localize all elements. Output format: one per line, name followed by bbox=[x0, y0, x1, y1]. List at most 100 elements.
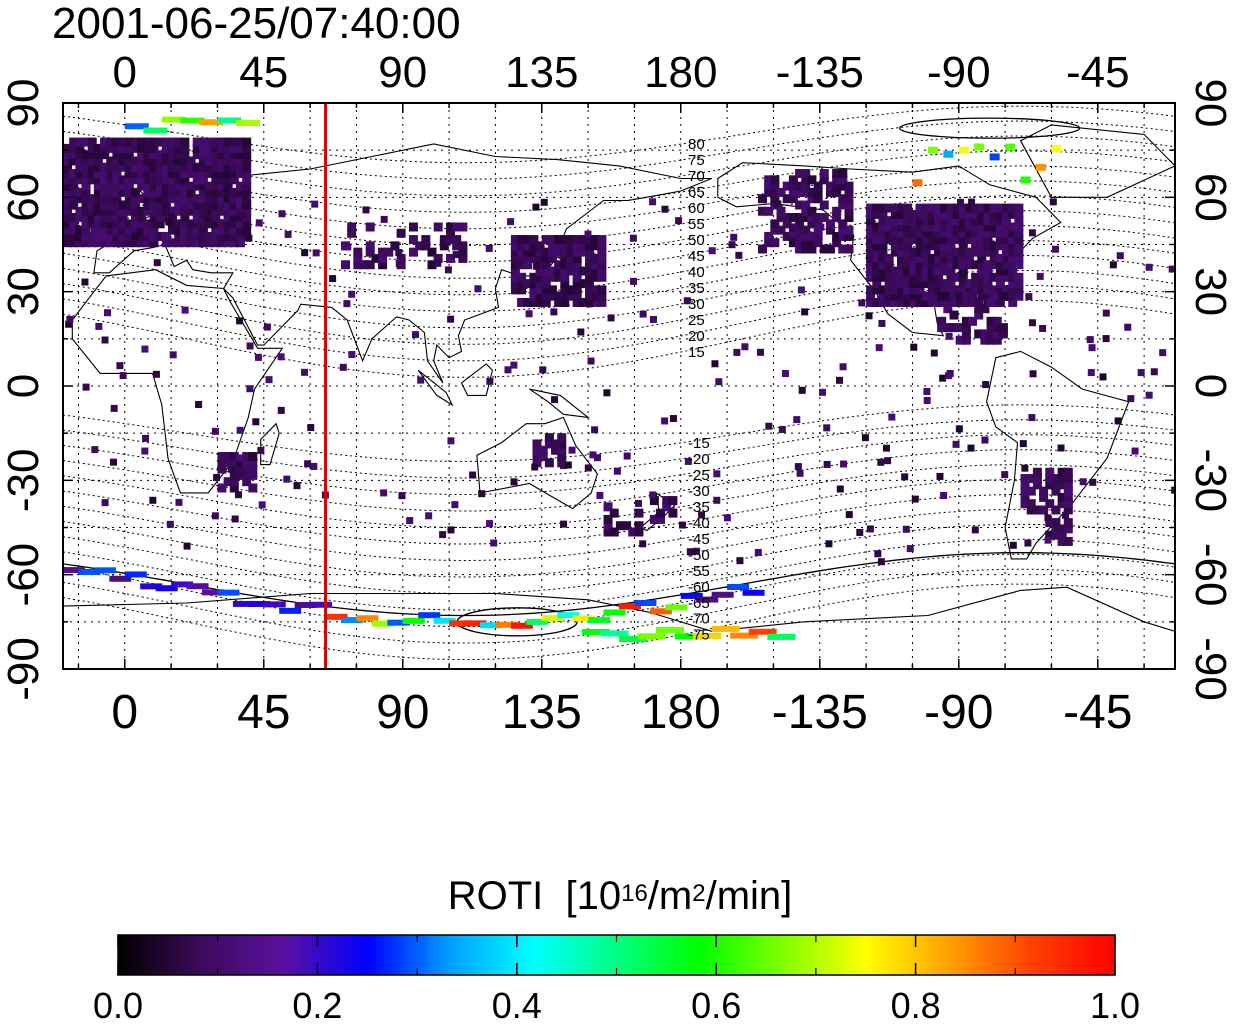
roti-cell bbox=[897, 209, 906, 219]
roti-cell bbox=[971, 209, 981, 219]
roti-cell bbox=[161, 162, 171, 172]
roti-cell bbox=[797, 286, 805, 294]
roti-cell bbox=[813, 181, 823, 191]
roti-cell bbox=[229, 156, 239, 166]
roti-cell bbox=[791, 223, 799, 231]
roti-cell bbox=[998, 329, 1008, 339]
roti-cell bbox=[87, 200, 97, 210]
roti-cell bbox=[946, 203, 956, 213]
roti-cell bbox=[217, 458, 227, 468]
roti-cell bbox=[112, 187, 122, 197]
roti-cell bbox=[866, 260, 876, 270]
roti-cell bbox=[603, 389, 611, 397]
roti-cell bbox=[964, 253, 974, 263]
roti-cell bbox=[1014, 285, 1024, 295]
roti-cell bbox=[81, 206, 91, 216]
roti-cell bbox=[211, 238, 221, 248]
roti-cell bbox=[81, 213, 91, 223]
roti-cell bbox=[1026, 486, 1036, 496]
roti-cell bbox=[566, 260, 576, 270]
roti-cell bbox=[955, 425, 963, 433]
roti-cell bbox=[1032, 480, 1042, 490]
roti-cell bbox=[1063, 492, 1073, 502]
roti-cell bbox=[961, 323, 971, 333]
roti-cell bbox=[223, 238, 233, 248]
roti-cell bbox=[137, 162, 147, 172]
roti-cell bbox=[875, 344, 883, 352]
roti-cell bbox=[1032, 505, 1042, 515]
roti-cell bbox=[1145, 263, 1153, 271]
roti-cell bbox=[596, 491, 604, 499]
roti-cell bbox=[554, 272, 564, 282]
roti-cell bbox=[983, 247, 993, 257]
roti-cell bbox=[551, 445, 561, 455]
roti-cell bbox=[992, 291, 1002, 301]
roti-cell bbox=[958, 253, 968, 263]
roti-cell bbox=[998, 291, 1008, 301]
roti-cell bbox=[152, 370, 160, 378]
roti-cell bbox=[242, 169, 252, 179]
roti-cell bbox=[310, 462, 318, 470]
roti-cell bbox=[279, 607, 302, 614]
roti-cell bbox=[983, 279, 993, 289]
roti-cell bbox=[866, 272, 876, 282]
roti-cell bbox=[623, 452, 631, 460]
roti-cell bbox=[192, 219, 202, 229]
roti-cell bbox=[1002, 209, 1012, 219]
roti-cell bbox=[356, 615, 379, 622]
roti-cell bbox=[175, 498, 183, 506]
roti-cell bbox=[458, 247, 468, 257]
roti-cell bbox=[235, 137, 245, 147]
roti-cell bbox=[75, 143, 85, 153]
roti-cell bbox=[782, 219, 792, 229]
roti-cell bbox=[866, 266, 876, 276]
roti-cell bbox=[186, 238, 196, 248]
roti-cell bbox=[910, 343, 918, 351]
roti-cell bbox=[197, 233, 205, 241]
roti-cell bbox=[174, 225, 184, 235]
roti-cell bbox=[937, 316, 947, 326]
roti-cell bbox=[362, 206, 370, 214]
roti-cell bbox=[1008, 297, 1018, 307]
roti-cell bbox=[161, 169, 171, 179]
roti-cell bbox=[556, 291, 564, 299]
roti-cell bbox=[380, 489, 388, 497]
roti-cell bbox=[124, 231, 134, 241]
y-tick-label-right: -90 bbox=[1186, 637, 1235, 701]
roti-cell bbox=[1008, 266, 1018, 276]
roti-cell bbox=[986, 335, 996, 345]
roti-cell bbox=[832, 175, 842, 185]
roti-cell bbox=[635, 499, 643, 507]
roti-cell bbox=[940, 285, 950, 295]
roti-cell bbox=[510, 285, 520, 295]
roti-cell bbox=[844, 181, 854, 191]
roti-cell bbox=[82, 383, 90, 391]
roti-cell bbox=[560, 241, 570, 251]
roti-cell bbox=[1014, 253, 1024, 263]
roti-cell bbox=[1026, 499, 1036, 509]
figure-title: 2001-06-25/07:40:00 bbox=[52, 0, 461, 48]
roti-cell bbox=[915, 272, 925, 282]
roti-cell bbox=[782, 181, 792, 191]
roti-cell bbox=[1150, 368, 1158, 376]
roti-cell bbox=[903, 291, 913, 301]
roti-cell bbox=[547, 235, 557, 245]
roti-cell bbox=[1008, 209, 1018, 219]
roti-cell bbox=[229, 150, 239, 160]
roti-cell bbox=[198, 175, 208, 185]
roti-cell bbox=[205, 156, 215, 166]
roti-cell bbox=[971, 235, 981, 245]
roti-cell bbox=[398, 492, 406, 500]
roti-cell bbox=[686, 548, 694, 556]
roti-cell bbox=[952, 235, 962, 245]
roti-cell bbox=[989, 241, 999, 251]
roti-cell bbox=[217, 169, 227, 179]
roti-cell bbox=[943, 291, 953, 301]
roti-cell bbox=[192, 231, 202, 241]
roti-cell bbox=[174, 200, 184, 210]
roti-cell bbox=[343, 300, 351, 308]
roti-cell bbox=[263, 601, 286, 608]
roti-cell bbox=[1028, 414, 1036, 422]
y-tick-label-left: 30 bbox=[0, 267, 48, 316]
